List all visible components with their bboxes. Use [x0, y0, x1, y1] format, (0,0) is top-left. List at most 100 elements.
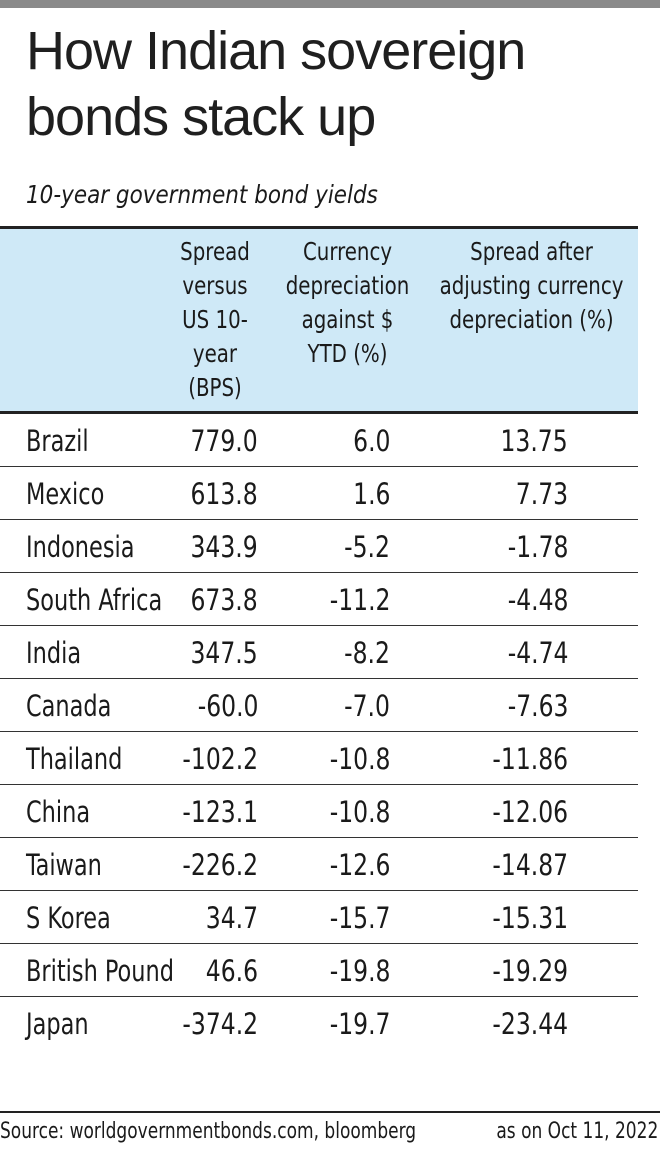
- spread-value-text: 343.9: [190, 530, 258, 564]
- spread-value: -226.2: [160, 837, 270, 891]
- depreciation-value: -8.2: [270, 625, 425, 679]
- adjusted-spread-value: 7.73: [425, 466, 638, 520]
- depreciation-value-text: -8.2: [344, 636, 390, 670]
- footer: Source: worldgovernmentbonds.com, bloomb…: [0, 1111, 660, 1150]
- adjusted-spread-value: -7.63: [425, 678, 638, 732]
- table-row: Taiwan -226.2 -12.6 -14.87: [0, 837, 638, 891]
- country-cell: Brazil: [0, 411, 160, 467]
- adjusted-spread-value-text: -19.29: [492, 954, 568, 988]
- adjusted-spread-value-text: -23.44: [492, 1007, 568, 1041]
- table-row: India 347.5 -8.2 -4.74: [0, 625, 638, 679]
- adjusted-spread-value-text: -1.78: [507, 530, 568, 564]
- country-cell: Mexico: [0, 466, 160, 520]
- spread-value-text: -123.1: [182, 795, 258, 829]
- spread-value: 46.6: [160, 943, 270, 997]
- adjusted-spread-value-text: -12.06: [492, 795, 568, 829]
- depreciation-value: -19.7: [270, 996, 425, 1049]
- spread-value: 347.5: [160, 625, 270, 679]
- spread-value-text: 673.8: [190, 583, 258, 617]
- adjusted-spread-value: -11.86: [425, 731, 638, 785]
- country-cell-text: India: [26, 636, 82, 670]
- depreciation-value-text: 1.6: [352, 477, 390, 511]
- spread-value-text: -60.0: [197, 689, 258, 723]
- bond-yields-table: Spread versus US 10-year (BPS) Currency …: [0, 226, 638, 1049]
- country-cell-text: S Korea: [26, 901, 111, 935]
- country-cell: China: [0, 784, 160, 838]
- depreciation-value: -15.7: [270, 890, 425, 944]
- country-cell: South Africa: [0, 572, 162, 626]
- table-row: S Korea 34.7 -15.7 -15.31: [0, 890, 638, 944]
- adjusted-spread-value-text: -11.86: [492, 742, 568, 776]
- depreciation-value: -11.2: [270, 572, 425, 626]
- spread-value: 779.0: [160, 411, 270, 467]
- table-row: Thailand -102.2 -10.8 -11.86: [0, 731, 638, 785]
- country-cell: S Korea: [0, 890, 160, 944]
- adjusted-spread-value-text: -15.31: [492, 901, 568, 935]
- column-header-country: [0, 226, 160, 413]
- adjusted-spread-value: -12.06: [425, 784, 638, 838]
- adjusted-spread-value-text: -14.87: [492, 848, 568, 882]
- chart-subtitle: 10-year government bond yields: [26, 180, 378, 209]
- spread-value: 613.8: [160, 466, 270, 520]
- spread-value: -60.0: [160, 678, 270, 732]
- column-header-adjusted-spread: Spread after adjusting currency deprecia…: [425, 226, 638, 413]
- adjusted-spread-value: -23.44: [425, 996, 638, 1049]
- country-cell-text: Japan: [26, 1007, 89, 1041]
- table-row: Japan -374.2 -19.7 -23.44: [0, 996, 638, 1049]
- country-cell-text: Indonesia: [26, 530, 135, 564]
- adjusted-spread-value: 13.75: [425, 411, 638, 467]
- country-cell: Indonesia: [0, 519, 160, 573]
- column-header-spread: Spread versus US 10-year (BPS): [160, 226, 270, 413]
- chart-title: How Indian sovereign bonds stack up: [26, 21, 526, 147]
- adjusted-spread-value: -1.78: [425, 519, 638, 573]
- depreciation-value: -10.8: [270, 784, 425, 838]
- country-cell: Thailand: [0, 731, 160, 785]
- depreciation-value: -12.6: [270, 837, 425, 891]
- table-header-row: Spread versus US 10-year (BPS) Currency …: [0, 226, 638, 413]
- country-cell-text: China: [26, 795, 91, 829]
- spread-value-text: 46.6: [205, 954, 258, 988]
- country-cell: British Pound: [0, 943, 174, 997]
- table-row: British Pound 46.6 -19.8 -19.29: [0, 943, 638, 997]
- country-cell-text: Brazil: [26, 424, 89, 458]
- adjusted-spread-value: -4.48: [425, 572, 638, 626]
- as-of-date: as on Oct 11, 2022: [496, 1119, 658, 1144]
- depreciation-value-text: -5.2: [344, 530, 390, 564]
- adjusted-spread-value: -19.29: [425, 943, 638, 997]
- adjusted-spread-value-text: 7.73: [515, 477, 568, 511]
- table-row: Canada -60.0 -7.0 -7.63: [0, 678, 638, 732]
- spread-value: -102.2: [160, 731, 270, 785]
- depreciation-value-text: -12.6: [329, 848, 390, 882]
- depreciation-value: -19.8: [270, 943, 425, 997]
- spread-value-text: -226.2: [182, 848, 258, 882]
- spread-value-text: -374.2: [182, 1007, 258, 1041]
- spread-value: -123.1: [160, 784, 270, 838]
- country-cell-text: British Pound: [26, 954, 174, 988]
- table-row: Brazil 779.0 6.0 13.75: [0, 411, 638, 467]
- adjusted-spread-value: -14.87: [425, 837, 638, 891]
- top-accent-bar: [0, 0, 660, 8]
- adjusted-spread-value: -4.74: [425, 625, 638, 679]
- country-cell: Taiwan: [0, 837, 160, 891]
- depreciation-value: 6.0: [270, 411, 425, 467]
- adjusted-spread-value: -15.31: [425, 890, 638, 944]
- depreciation-value: -5.2: [270, 519, 425, 573]
- table-row: Mexico 613.8 1.6 7.73: [0, 466, 638, 520]
- country-cell: Canada: [0, 678, 160, 732]
- table-row: Indonesia 343.9 -5.2 -1.78: [0, 519, 638, 573]
- table-body: Brazil 779.0 6.0 13.75 Mexico 613.8 1.6 7.73 Ind…: [0, 411, 638, 1049]
- spread-value: 673.8: [160, 572, 270, 626]
- country-cell-text: Taiwan: [26, 848, 102, 882]
- spread-value: -374.2: [160, 996, 270, 1049]
- depreciation-value-text: -19.7: [329, 1007, 390, 1041]
- depreciation-value-text: -15.7: [329, 901, 390, 935]
- spread-value-text: 613.8: [190, 477, 258, 511]
- country-cell-text: Thailand: [26, 742, 123, 776]
- spread-value-text: 347.5: [190, 636, 258, 670]
- table-row: China -123.1 -10.8 -12.06: [0, 784, 638, 838]
- depreciation-value-text: -11.2: [329, 583, 390, 617]
- depreciation-value: -7.0: [270, 678, 425, 732]
- spread-value: 34.7: [160, 890, 270, 944]
- country-cell-text: Mexico: [26, 477, 105, 511]
- depreciation-value-text: -10.8: [329, 742, 390, 776]
